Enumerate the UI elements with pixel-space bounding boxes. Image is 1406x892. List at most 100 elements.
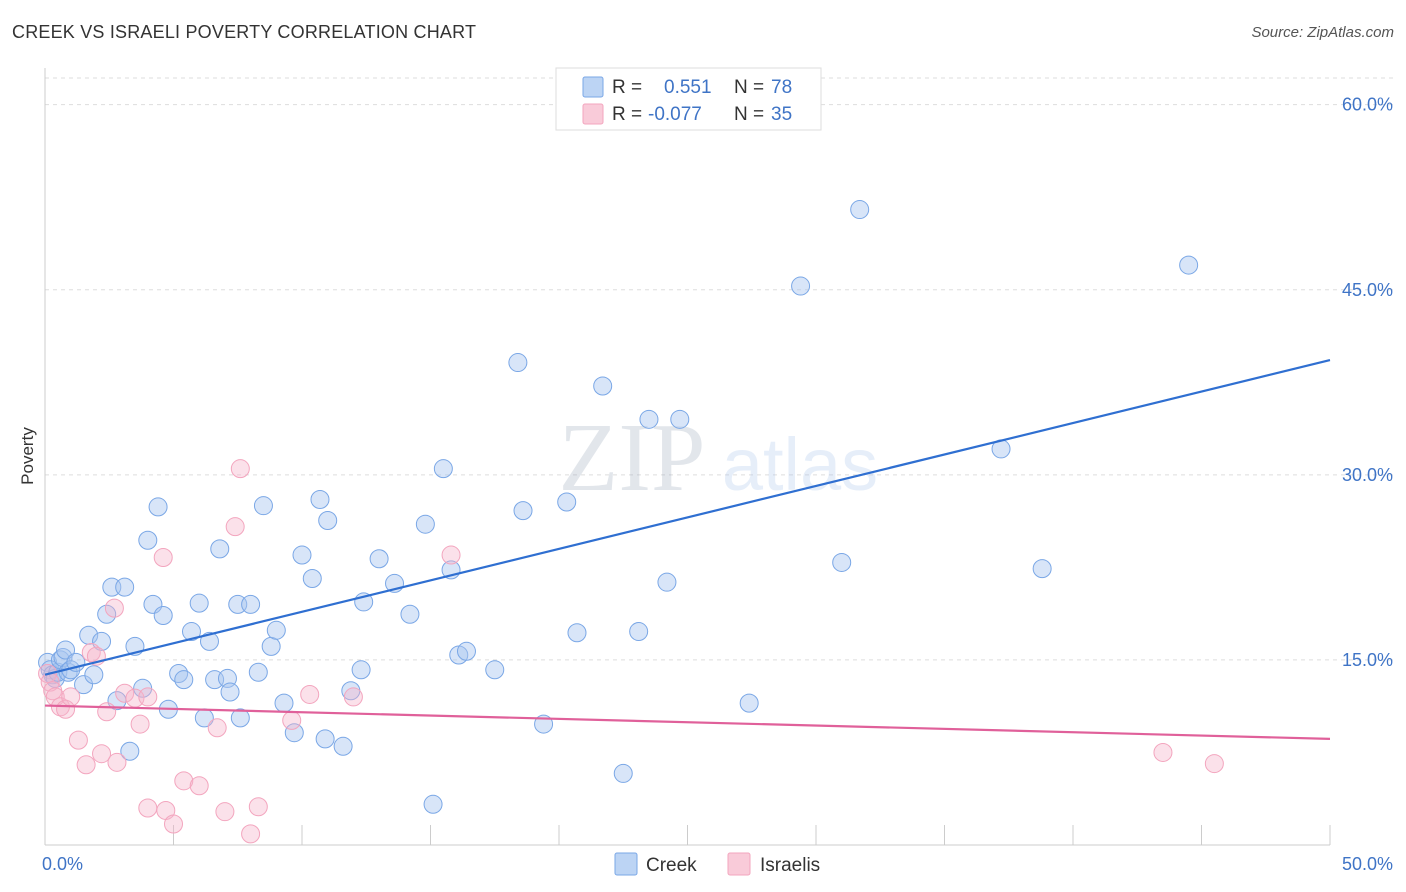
creek-point-24 bbox=[148, 497, 168, 517]
legend-r-label-israelis: R = bbox=[612, 104, 642, 125]
israelis-point-19 bbox=[138, 798, 158, 818]
creek-point-46 bbox=[292, 545, 312, 565]
creek-point-42 bbox=[261, 636, 281, 656]
creek-point-38 bbox=[230, 708, 250, 728]
creek-point-59 bbox=[423, 794, 443, 814]
creek-point-78 bbox=[832, 552, 852, 572]
creek-point-68 bbox=[557, 492, 577, 512]
chart-source: Source: ZipAtlas.com bbox=[1251, 24, 1394, 41]
israelis-point-6 bbox=[61, 687, 81, 707]
creek-point-64 bbox=[485, 660, 505, 680]
legend-r-value-creek: 0.551 bbox=[664, 77, 712, 98]
creek-point-36 bbox=[220, 682, 240, 702]
x-tick-labels: 0.0% 50.0% bbox=[42, 854, 1393, 874]
creek-point-44 bbox=[274, 693, 294, 713]
israelis-point-28 bbox=[230, 459, 250, 479]
creek-point-5 bbox=[50, 650, 70, 670]
israelis-point-8 bbox=[76, 755, 96, 775]
israelis-point-33 bbox=[343, 687, 363, 707]
israelis-point-18 bbox=[138, 687, 158, 707]
creek-point-57 bbox=[400, 604, 420, 624]
creek-point-70 bbox=[593, 376, 613, 396]
creek-point-63 bbox=[456, 641, 476, 661]
israelis-point-15 bbox=[115, 683, 135, 703]
israelis-point-9 bbox=[81, 643, 101, 663]
israelis-point-26 bbox=[215, 802, 235, 822]
israelis-point-30 bbox=[248, 797, 268, 817]
israelis-point-35 bbox=[1153, 742, 1173, 762]
creek-point-81 bbox=[1032, 559, 1052, 579]
creek-point-29 bbox=[181, 622, 201, 642]
creek-point-39 bbox=[241, 594, 261, 614]
creek-point-76 bbox=[739, 693, 759, 713]
israelis-point-23 bbox=[174, 771, 194, 791]
series-legend: Creek Israelis bbox=[614, 852, 820, 876]
creek-point-41 bbox=[253, 496, 273, 516]
creek-point-43 bbox=[266, 620, 286, 640]
creek-point-60 bbox=[433, 459, 453, 479]
israelis-point-12 bbox=[97, 702, 117, 722]
creek-point-69 bbox=[567, 623, 587, 643]
creek-point-74 bbox=[657, 572, 677, 592]
creek-point-71 bbox=[613, 763, 633, 783]
legend-swatch-israelis bbox=[582, 103, 604, 125]
gridlines bbox=[45, 77, 1395, 661]
y-axis-label: Poverty bbox=[18, 427, 37, 485]
israelis-point-32 bbox=[300, 684, 320, 704]
legend-n-value-creek: 78 bbox=[771, 77, 792, 98]
y-tick-label-2: 45.0% bbox=[1342, 280, 1393, 300]
creek-point-47 bbox=[302, 568, 322, 588]
creek-point-72 bbox=[629, 622, 649, 642]
israelis-point-24 bbox=[189, 776, 209, 796]
israelis-point-34 bbox=[441, 545, 461, 565]
creek-point-66 bbox=[513, 501, 533, 521]
creek-point-58 bbox=[415, 514, 435, 534]
israelis-point-25 bbox=[207, 718, 227, 738]
creek-point-32 bbox=[199, 631, 219, 651]
x-tick-label-0: 0.0% bbox=[42, 854, 83, 874]
creek-point-13 bbox=[84, 665, 104, 685]
creek-point-6 bbox=[53, 647, 73, 667]
creek-point-11 bbox=[74, 675, 94, 695]
creek-point-19 bbox=[120, 741, 140, 761]
creek-point-28 bbox=[174, 670, 194, 690]
creek-point-75 bbox=[670, 409, 690, 429]
israelis-point-7 bbox=[68, 730, 88, 750]
israelis-point-5 bbox=[56, 699, 76, 719]
watermark-zip: ZIP bbox=[559, 404, 706, 512]
israelis-point-17 bbox=[130, 714, 150, 734]
israelis-point-20 bbox=[153, 548, 173, 568]
creek-point-55 bbox=[369, 549, 389, 569]
creek-point-7 bbox=[56, 640, 76, 660]
israelis-point-13 bbox=[104, 598, 124, 618]
y-tick-label-3: 60.0% bbox=[1342, 95, 1393, 115]
creek-point-45 bbox=[284, 723, 304, 743]
creek-point-25 bbox=[153, 606, 173, 625]
creek-point-27 bbox=[169, 663, 189, 683]
creek-point-15 bbox=[97, 604, 117, 624]
creek-point-17 bbox=[115, 577, 135, 597]
legend-r-value-israelis: -0.077 bbox=[648, 104, 702, 125]
watermark: ZIP atlas bbox=[559, 404, 879, 512]
creek-point-73 bbox=[639, 409, 659, 429]
israelis-point-22 bbox=[164, 814, 183, 834]
legend-r-label-creek: R = bbox=[612, 77, 642, 98]
creek-trend-line bbox=[44, 359, 1331, 676]
correlation-legend: R = 0.551 N = 78 R = -0.077 N = 35 bbox=[555, 67, 822, 131]
watermark-atlas: atlas bbox=[722, 423, 878, 506]
israelis-point-36 bbox=[1204, 754, 1224, 774]
creek-point-30 bbox=[189, 593, 209, 613]
trend-lines bbox=[44, 359, 1331, 740]
israelis-trend-line bbox=[44, 704, 1331, 740]
israelis-point-14 bbox=[107, 752, 127, 772]
bottom-legend-swatch-creek bbox=[614, 852, 638, 876]
israelis-point-29 bbox=[241, 824, 261, 844]
creek-point-48 bbox=[310, 490, 330, 510]
x-tick-label-1: 50.0% bbox=[1342, 854, 1393, 874]
israelis-point-31 bbox=[282, 710, 302, 730]
creek-point-53 bbox=[351, 660, 371, 680]
y-tick-labels: 15.0% 30.0% 45.0% 60.0% bbox=[1342, 95, 1393, 670]
creek-point-22 bbox=[138, 530, 158, 550]
bottom-legend-label-israelis: Israelis bbox=[760, 855, 820, 876]
